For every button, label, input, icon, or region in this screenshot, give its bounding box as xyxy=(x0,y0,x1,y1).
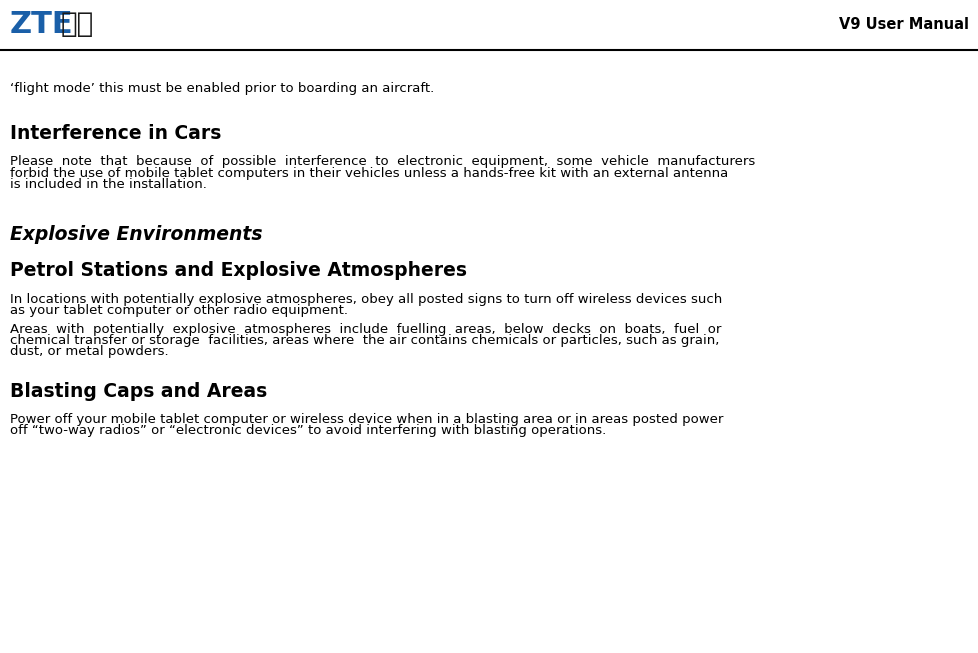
Text: ZTE: ZTE xyxy=(10,10,73,39)
Text: Please  note  that  because  of  possible  interference  to  electronic  equipme: Please note that because of possible int… xyxy=(10,155,754,168)
Text: forbid the use of mobile tablet computers in their vehicles unless a hands-free : forbid the use of mobile tablet computer… xyxy=(10,167,728,180)
Text: Interference in Cars: Interference in Cars xyxy=(10,124,221,143)
Text: dust, or metal powders.: dust, or metal powders. xyxy=(10,345,168,358)
Text: is included in the installation.: is included in the installation. xyxy=(10,178,206,191)
Text: Power off your mobile tablet computer or wireless device when in a blasting area: Power off your mobile tablet computer or… xyxy=(10,413,723,426)
Text: chemical transfer or storage  facilities, areas where  the air contains chemical: chemical transfer or storage facilities,… xyxy=(10,334,719,347)
Text: ‘flight mode’ this must be enabled prior to boarding an aircraft.: ‘flight mode’ this must be enabled prior… xyxy=(10,82,433,95)
Text: off “two-way radios” or “electronic devices” to avoid interfering with blasting : off “two-way radios” or “electronic devi… xyxy=(10,424,605,437)
Text: Explosive Environments: Explosive Environments xyxy=(10,225,262,244)
Text: Blasting Caps and Areas: Blasting Caps and Areas xyxy=(10,382,267,401)
Text: In locations with potentially explosive atmospheres, obey all posted signs to tu: In locations with potentially explosive … xyxy=(10,293,722,306)
Text: V9 User Manual: V9 User Manual xyxy=(838,17,968,31)
Text: 中兴: 中兴 xyxy=(61,10,94,38)
Text: Areas  with  potentially  explosive  atmospheres  include  fuelling  areas,  bel: Areas with potentially explosive atmosph… xyxy=(10,323,721,336)
Text: Petrol Stations and Explosive Atmospheres: Petrol Stations and Explosive Atmosphere… xyxy=(10,261,467,280)
Text: as your tablet computer or other radio equipment.: as your tablet computer or other radio e… xyxy=(10,304,347,317)
